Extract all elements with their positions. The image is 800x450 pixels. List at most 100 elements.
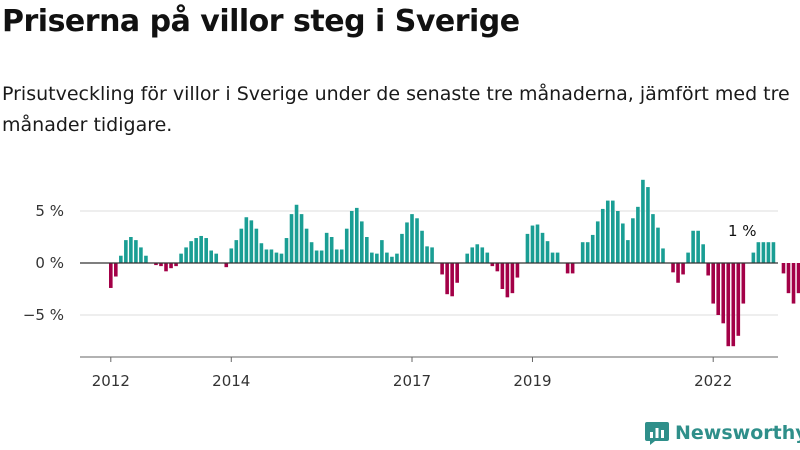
bar-2020-10	[636, 206, 640, 263]
bar-2021-09	[691, 230, 695, 263]
bar-2014-11	[279, 253, 284, 263]
bar-2015-08	[324, 232, 329, 263]
bar-2015-04	[304, 228, 309, 263]
bar-2018-04	[485, 252, 490, 263]
bar-2015-05	[309, 242, 314, 263]
bar-2016-01	[349, 211, 354, 263]
bar-2020-08	[626, 240, 630, 263]
bar-2021-11	[701, 244, 705, 263]
bar-2021-07	[681, 263, 685, 275]
bar-2012-05	[129, 237, 133, 263]
bar-2015-10	[334, 249, 339, 263]
bar-2016-09	[390, 256, 394, 263]
bar-2014-06	[254, 228, 259, 263]
bar-2012-02	[114, 263, 118, 277]
bar-2014-05	[249, 220, 254, 263]
bar-2014-04	[244, 217, 249, 263]
bar-2013-07	[199, 235, 203, 263]
bar-2016-10	[395, 253, 399, 263]
x-tick-label: 2019	[513, 372, 551, 390]
bar-2016-12	[405, 222, 409, 263]
bar-2018-12	[525, 233, 530, 263]
bar-2017-04	[425, 246, 429, 263]
bar-2018-08	[505, 263, 510, 298]
bar-2012-08	[144, 255, 148, 263]
bar-2020-11	[641, 179, 645, 263]
bar-2022-01	[711, 263, 715, 304]
bar-2019-08	[565, 263, 570, 274]
bar-2016-08	[385, 252, 389, 263]
y-tick-label: −5 %	[23, 306, 64, 324]
bar-2012-04	[124, 240, 128, 263]
bar-2015-01	[289, 214, 294, 263]
bar-2015-02	[294, 204, 299, 263]
bar-2012-11	[159, 263, 163, 267]
bar-2013-10	[214, 253, 219, 263]
x-tick-label: 2014	[212, 372, 250, 390]
bar-2013-08	[204, 238, 208, 263]
bar-2018-03	[480, 247, 485, 263]
newsworthy-logo-icon	[645, 422, 669, 445]
bar-2015-11	[339, 249, 344, 263]
bar-2015-07	[319, 250, 324, 263]
bar-2014-01	[229, 248, 234, 263]
bar-2023-06	[796, 263, 800, 294]
bar-2013-04	[184, 247, 188, 263]
bar-2016-04	[365, 237, 369, 263]
bar-2020-02	[595, 221, 600, 263]
y-tick-label: 5 %	[35, 202, 64, 220]
x-tick-label: 2022	[694, 372, 732, 390]
bar-2016-06	[375, 253, 379, 263]
bar-2019-12	[585, 242, 590, 263]
bar-2013-12	[224, 263, 229, 268]
bar-2018-05	[490, 263, 495, 267]
bar-2022-10	[756, 242, 761, 263]
bar-2022-05	[731, 263, 736, 347]
bar-2018-09	[510, 263, 515, 294]
bar-2013-05	[189, 241, 193, 263]
bar-2013-02	[174, 263, 178, 267]
bar-2017-07	[440, 263, 444, 275]
x-tick-label: 2017	[393, 372, 431, 390]
bar-2017-10	[455, 263, 459, 283]
bar-2017-01	[410, 214, 414, 263]
bar-2012-07	[139, 247, 143, 263]
bar-2018-01	[470, 247, 475, 263]
bar-2019-05	[550, 252, 555, 263]
bar-2022-11	[761, 242, 766, 263]
bar-2019-06	[555, 252, 560, 263]
bar-2014-03	[239, 228, 244, 263]
bar-2012-01	[109, 263, 113, 288]
bar-2013-09	[209, 250, 213, 263]
bar-2016-11	[400, 233, 404, 263]
bar-2020-06	[616, 211, 620, 263]
bar-2021-05	[671, 263, 675, 273]
bar-2013-01	[169, 263, 173, 269]
bar-2021-12	[706, 263, 710, 276]
bar-2018-10	[515, 263, 520, 278]
bar-2013-03	[179, 253, 183, 263]
bar-2012-03	[119, 255, 123, 263]
bar-2013-06	[194, 238, 198, 263]
bar-2022-04	[726, 263, 731, 347]
page-subtitle: Prisutveckling för villor i Sverige unde…	[2, 83, 790, 136]
bar-2016-02	[354, 207, 359, 263]
y-tick-label: 0 %	[35, 254, 64, 272]
bar-2023-01	[771, 242, 776, 263]
bar-2014-12	[284, 238, 289, 263]
bar-2023-05	[791, 263, 796, 304]
bar-2019-11	[580, 242, 585, 263]
bar-2018-02	[475, 244, 480, 263]
bar-2018-07	[500, 263, 505, 289]
bar-2015-09	[329, 237, 334, 263]
bar-2015-06	[314, 250, 319, 263]
bar-2017-05	[430, 247, 434, 263]
bar-2021-02	[656, 227, 660, 263]
bar-2020-01	[590, 234, 595, 263]
brand-name: Newsworthy	[675, 422, 800, 444]
bar-2016-03	[360, 221, 364, 263]
bar-2014-10	[274, 252, 279, 263]
bar-2019-03	[540, 232, 545, 263]
bar-2014-02	[234, 240, 239, 263]
